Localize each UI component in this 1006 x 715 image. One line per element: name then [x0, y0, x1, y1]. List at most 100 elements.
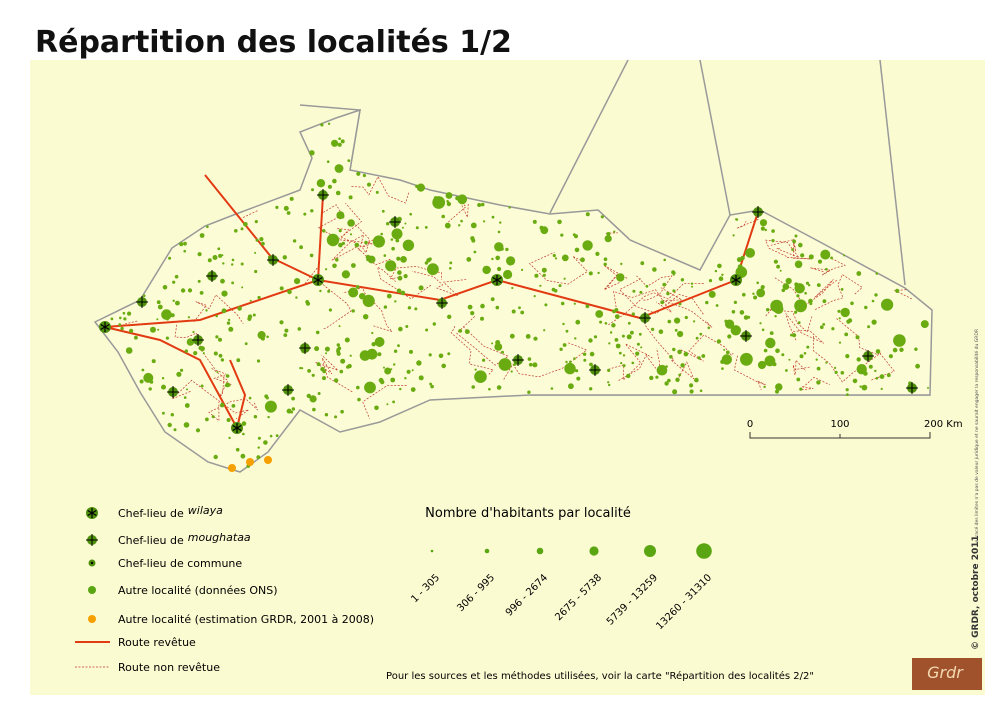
- locality: [699, 333, 702, 336]
- locality: [384, 305, 387, 308]
- locality: [476, 377, 478, 379]
- locality: [180, 369, 183, 372]
- locality: [532, 362, 537, 367]
- locality: [845, 354, 849, 358]
- locality: [608, 342, 610, 344]
- locality: [187, 338, 194, 345]
- locality: [419, 285, 424, 290]
- locality: [337, 343, 340, 346]
- locality: [293, 239, 296, 242]
- locality: [236, 448, 240, 452]
- locality: [607, 381, 609, 383]
- locality: [563, 343, 567, 347]
- locality: [846, 320, 850, 324]
- locality: [383, 367, 385, 369]
- locality: [126, 347, 133, 354]
- locality: [363, 174, 366, 177]
- locality: [256, 455, 260, 459]
- locality: [684, 352, 689, 357]
- locality: [622, 335, 625, 338]
- locality: [152, 330, 154, 332]
- locality: [727, 334, 731, 338]
- locality: [610, 331, 612, 333]
- locality: [214, 352, 218, 356]
- locality: [529, 363, 533, 367]
- locality: [774, 304, 784, 314]
- locality: [595, 310, 603, 318]
- locality: [723, 349, 725, 351]
- locality: [258, 296, 261, 299]
- locality: [241, 286, 243, 288]
- locality: [259, 237, 263, 241]
- locality: [562, 323, 564, 325]
- locality: [261, 337, 265, 341]
- locality: [639, 333, 642, 336]
- locality: [701, 354, 705, 358]
- legend-text: Autre localité (estimation GRDR, 2001 à …: [118, 613, 374, 626]
- locality: [339, 229, 342, 232]
- locality: [494, 343, 502, 351]
- locality: [404, 223, 406, 225]
- locality: [208, 258, 212, 262]
- locality: [243, 222, 248, 227]
- note: Pour les sources et les méthodes utilisé…: [386, 670, 814, 682]
- locality: [242, 433, 245, 436]
- locality: [320, 123, 323, 126]
- locality: [371, 332, 373, 334]
- locality: [620, 362, 622, 364]
- locality: [566, 330, 569, 333]
- locality: [785, 369, 788, 372]
- locality: [214, 455, 218, 459]
- locality: [816, 359, 818, 361]
- locality: [403, 240, 414, 251]
- locality: [175, 275, 179, 279]
- locality: [605, 235, 612, 242]
- locality: [322, 370, 326, 374]
- locality: [292, 407, 295, 410]
- locality: [307, 394, 311, 398]
- locality: [857, 357, 861, 361]
- locality: [284, 329, 288, 333]
- locality: [763, 386, 765, 388]
- locality: [534, 274, 538, 278]
- locality: [241, 454, 246, 459]
- locality: [752, 293, 754, 295]
- locality: [143, 294, 146, 297]
- locality: [347, 219, 355, 227]
- locality: [355, 243, 360, 248]
- locality: [823, 299, 827, 303]
- locality: [786, 278, 792, 284]
- locality: [663, 259, 666, 262]
- locality: [311, 188, 314, 191]
- locality: [449, 262, 452, 265]
- locality: [895, 289, 899, 293]
- locality: [366, 302, 370, 306]
- locality: [391, 247, 395, 251]
- locality: [765, 356, 776, 367]
- locality: [574, 303, 576, 305]
- locality: [649, 376, 653, 380]
- size-legend-title: Nombre d'habitants par localité: [425, 506, 631, 521]
- size-symbol: [485, 549, 490, 554]
- locality: [615, 338, 619, 342]
- locality: [616, 344, 621, 349]
- locality: [425, 329, 428, 332]
- locality: [226, 374, 230, 378]
- locality: [382, 210, 385, 213]
- locality: [698, 356, 701, 359]
- locality: [800, 253, 804, 257]
- locality: [480, 317, 484, 321]
- locality: [127, 312, 131, 316]
- locality: [770, 331, 774, 335]
- locality: [149, 387, 152, 390]
- locality: [218, 338, 222, 342]
- locality: [261, 242, 265, 246]
- locality: [249, 397, 252, 400]
- locality: [914, 348, 917, 351]
- locality: [796, 378, 800, 382]
- locality: [791, 248, 794, 251]
- locality: [627, 334, 632, 339]
- locality: [192, 331, 194, 333]
- locality: [632, 362, 635, 365]
